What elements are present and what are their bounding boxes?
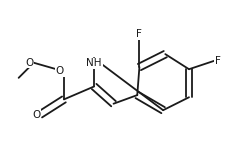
Text: O: O [56, 66, 64, 76]
Text: F: F [137, 29, 142, 39]
Text: O: O [25, 58, 34, 68]
Text: F: F [215, 56, 221, 66]
Text: O: O [32, 109, 40, 120]
Text: NH: NH [86, 58, 102, 68]
